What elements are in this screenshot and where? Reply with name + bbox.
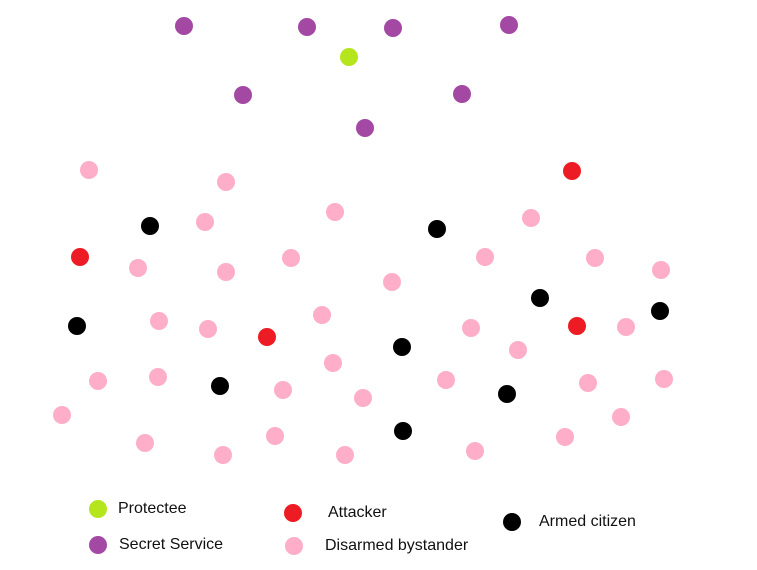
disarmed-bystander-dot bbox=[80, 161, 98, 179]
legend-label-armed-citizen: Armed citizen bbox=[539, 513, 636, 530]
secret-service-dot bbox=[298, 18, 316, 36]
legend-item-protectee: Protectee bbox=[89, 500, 186, 518]
disarmed-bystander-dot bbox=[266, 427, 284, 445]
secret-service-dot bbox=[453, 85, 471, 103]
attacker-swatch-icon bbox=[284, 504, 302, 522]
attacker-dot bbox=[563, 162, 581, 180]
secret-service-dot bbox=[356, 119, 374, 137]
disarmed-bystander-dot bbox=[579, 374, 597, 392]
armed-citizen-dot bbox=[498, 385, 516, 403]
disarmed-bystander-dot bbox=[466, 442, 484, 460]
armed-citizen-dot bbox=[211, 377, 229, 395]
disarmed-bystander-dot bbox=[217, 263, 235, 281]
disarmed-bystander-dot bbox=[509, 341, 527, 359]
legend-item-attacker: Attacker bbox=[284, 504, 387, 522]
disarmed-bystander-swatch-icon bbox=[285, 537, 303, 555]
secret-service-swatch-icon bbox=[89, 536, 107, 554]
disarmed-bystander-dot bbox=[383, 273, 401, 291]
disarmed-bystander-dot bbox=[282, 249, 300, 267]
legend-label-disarmed-bystander: Disarmed bystander bbox=[325, 537, 469, 554]
disarmed-bystander-dot bbox=[136, 434, 154, 452]
disarmed-bystander-dot bbox=[617, 318, 635, 336]
legend-label-attacker: Attacker bbox=[328, 504, 387, 521]
disarmed-bystander-dot bbox=[150, 312, 168, 330]
disarmed-bystander-dot bbox=[196, 213, 214, 231]
disarmed-bystander-dot bbox=[354, 389, 372, 407]
armed-citizen-dot bbox=[651, 302, 669, 320]
legend-item-secret-service: Secret Service bbox=[89, 536, 223, 554]
disarmed-bystander-dot bbox=[556, 428, 574, 446]
disarmed-bystander-dot bbox=[586, 249, 604, 267]
disarmed-bystander-dot bbox=[274, 381, 292, 399]
legend-label-secret-service: Secret Service bbox=[119, 536, 224, 553]
disarmed-bystander-dot bbox=[89, 372, 107, 390]
disarmed-bystander-dot bbox=[53, 406, 71, 424]
disarmed-bystander-dot bbox=[612, 408, 630, 426]
disarmed-bystander-dot bbox=[462, 319, 480, 337]
disarmed-bystander-dot bbox=[199, 320, 217, 338]
attacker-dot bbox=[258, 328, 276, 346]
secret-service-dot bbox=[384, 19, 402, 37]
secret-service-dot bbox=[500, 16, 518, 34]
disarmed-bystander-dot bbox=[336, 446, 354, 464]
armed-citizen-dot bbox=[141, 217, 159, 235]
attacker-dot bbox=[568, 317, 586, 335]
disarmed-bystander-dot bbox=[655, 370, 673, 388]
attacker-dot bbox=[71, 248, 89, 266]
disarmed-bystander-dot bbox=[652, 261, 670, 279]
disarmed-bystander-dot bbox=[129, 259, 147, 277]
legend-item-armed-citizen: Armed citizen bbox=[503, 513, 636, 531]
secret-service-dot bbox=[234, 86, 252, 104]
disarmed-bystander-dot bbox=[437, 371, 455, 389]
legend-item-disarmed-bystander: Disarmed bystander bbox=[285, 537, 468, 555]
armed-citizen-dot bbox=[394, 422, 412, 440]
armed-citizen-dot bbox=[428, 220, 446, 238]
disarmed-bystander-dot bbox=[476, 248, 494, 266]
armed-citizen-dot bbox=[531, 289, 549, 307]
armed-citizen-dot bbox=[68, 317, 86, 335]
secret-service-dot bbox=[175, 17, 193, 35]
disarmed-bystander-dot bbox=[217, 173, 235, 191]
disarmed-bystander-dot bbox=[522, 209, 540, 227]
legend-label-protectee: Protectee bbox=[118, 500, 187, 517]
disarmed-bystander-dot bbox=[324, 354, 342, 372]
disarmed-bystander-dot bbox=[214, 446, 232, 464]
armed-citizen-swatch-icon bbox=[503, 513, 521, 531]
disarmed-bystander-dot bbox=[149, 368, 167, 386]
disarmed-bystander-dot bbox=[313, 306, 331, 324]
protectee-swatch-icon bbox=[89, 500, 107, 518]
disarmed-bystander-dot bbox=[326, 203, 344, 221]
armed-citizen-dot bbox=[393, 338, 411, 356]
protectee-dot bbox=[340, 48, 358, 66]
